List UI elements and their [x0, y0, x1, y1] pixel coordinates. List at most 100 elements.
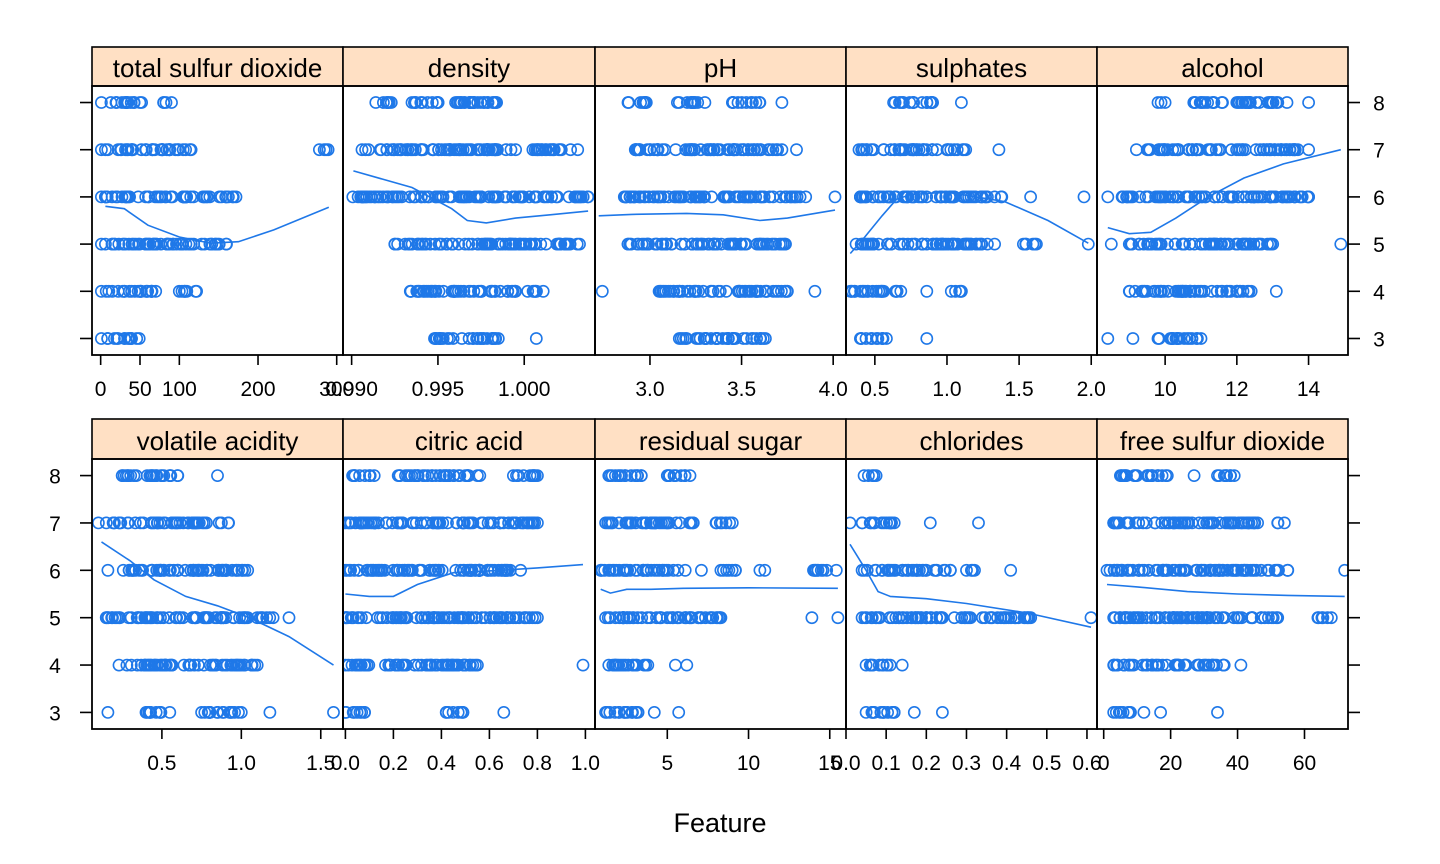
data-point [170, 563, 184, 577]
data-point [118, 190, 132, 204]
data-point [855, 332, 868, 345]
data-point [499, 237, 513, 251]
data-point [941, 143, 955, 157]
data-point [399, 469, 412, 482]
y-tick-label: 3 [1373, 328, 1385, 351]
data-point [354, 611, 368, 625]
data-point [372, 516, 385, 530]
data-point [1230, 143, 1243, 157]
data-point [1172, 658, 1186, 672]
x-tick-label: 1.5 [306, 752, 335, 775]
data-point [108, 237, 122, 251]
data-point [1189, 96, 1202, 109]
data-point [945, 190, 959, 204]
data-point [474, 143, 487, 157]
data-point [1241, 563, 1254, 577]
data-point [109, 190, 123, 204]
data-point [858, 611, 872, 625]
data-point [622, 516, 635, 530]
data-point [138, 237, 152, 251]
points [95, 96, 335, 345]
data-point [740, 332, 753, 345]
data-point [212, 237, 226, 251]
data-point [695, 563, 708, 577]
data-point [443, 332, 456, 345]
data-point [155, 143, 169, 157]
data-point [915, 96, 929, 109]
strip-bg [1096, 418, 1349, 460]
data-point [1125, 237, 1138, 251]
data-point [1182, 190, 1196, 204]
data-point [413, 563, 426, 577]
data-point [609, 563, 623, 577]
data-point [144, 284, 158, 298]
data-point [531, 611, 544, 625]
data-point [373, 611, 387, 625]
data-point [831, 611, 845, 625]
data-point [1161, 563, 1175, 577]
panel-frame [1096, 458, 1349, 730]
data-point [1121, 516, 1135, 530]
data-point [920, 96, 934, 109]
data-point [1295, 190, 1309, 204]
data-point [1208, 611, 1222, 625]
x-tick-label: 15 [818, 752, 841, 775]
data-point [165, 516, 178, 530]
data-point [1271, 516, 1285, 530]
data-point [552, 237, 565, 251]
data-point [154, 237, 168, 251]
data-point [920, 284, 934, 298]
data-point [988, 237, 1001, 251]
data-point [143, 706, 157, 719]
data-point [1168, 611, 1182, 625]
data-point [1133, 611, 1146, 625]
data-point [1286, 143, 1299, 157]
data-point [972, 516, 985, 530]
points [846, 96, 1095, 345]
data-point [958, 611, 972, 625]
x-tick-label: 0.995 [412, 378, 465, 401]
data-point [488, 332, 502, 345]
data-point [127, 96, 141, 109]
data-point [446, 706, 460, 719]
data-point [710, 332, 723, 345]
data-point [521, 284, 535, 298]
data-point [640, 237, 654, 251]
data-point [440, 237, 454, 251]
data-point [747, 143, 760, 157]
data-point [1128, 284, 1142, 298]
data-point [955, 96, 968, 109]
data-point [166, 237, 180, 251]
data-point [423, 563, 437, 577]
data-point [678, 563, 692, 577]
data-point [793, 190, 807, 204]
data-point [1250, 190, 1264, 204]
data-point [1263, 96, 1277, 109]
data-point [759, 332, 772, 345]
data-point [463, 96, 476, 109]
data-point [633, 143, 647, 157]
data-point [731, 96, 745, 109]
data-point [523, 190, 536, 204]
data-point [745, 284, 759, 298]
data-point [505, 284, 518, 298]
data-point [102, 284, 116, 298]
data-point [745, 190, 758, 204]
data-point [1195, 611, 1209, 625]
data-point [1234, 658, 1248, 672]
data-point [164, 190, 178, 204]
data-point [1142, 469, 1156, 482]
data-point [631, 706, 645, 719]
data-point [722, 563, 736, 577]
data-point [449, 284, 463, 298]
x-tick-label: 1.5 [1005, 378, 1034, 401]
data-point [198, 237, 211, 251]
data-point [660, 516, 674, 530]
data-point [1155, 469, 1169, 482]
data-point [1316, 611, 1330, 625]
data-point [1247, 237, 1261, 251]
data-point [101, 563, 115, 577]
data-point [623, 190, 637, 204]
data-point [781, 284, 794, 298]
